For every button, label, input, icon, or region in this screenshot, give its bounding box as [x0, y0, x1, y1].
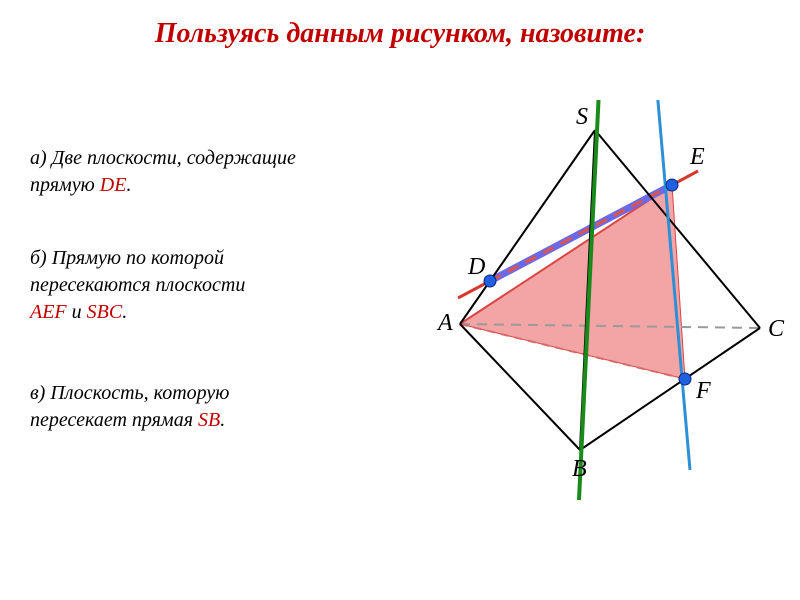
diagram-svg: A B C S D E F: [410, 100, 790, 500]
prompt-b-line2: пересекаются плоскости: [30, 272, 390, 299]
vertex-label-F: F: [695, 378, 711, 404]
prompt-c-accent: SB: [198, 409, 220, 431]
prompt-a: а) Две плоскости, содержащие прямую DE.: [30, 145, 390, 199]
prompt-a-accent: DE: [100, 174, 127, 196]
prompt-b-line3: AEF и SBC.: [30, 299, 390, 326]
prompt-b-accent1: AEF: [30, 301, 67, 323]
prompt-b-suffix: .: [122, 301, 127, 323]
page-title: Пользуясь данным рисунком, назовите:: [0, 18, 800, 50]
vertex-label-C: C: [768, 316, 785, 342]
prompt-c: в) Плоскость, которую пересекает прямая …: [30, 380, 390, 434]
prompt-c-line1: в) Плоскость, которую: [30, 380, 390, 407]
prompt-a-line2: прямую DE.: [30, 172, 390, 199]
prompt-c-line2: пересекает прямая SB.: [30, 407, 390, 434]
page: Пользуясь данным рисунком, назовите: а) …: [0, 0, 800, 600]
prompt-b-accent2: SBC: [87, 301, 123, 323]
vertex-label-D: D: [467, 254, 485, 280]
prompt-a-suffix: .: [126, 174, 131, 196]
vertex-label-S: S: [576, 104, 588, 130]
vertex-label-E: E: [689, 144, 705, 170]
prompt-c-suffix: .: [220, 409, 225, 431]
prompt-b-mid: и: [67, 301, 87, 323]
prompt-a-line1: а) Две плоскости, содержащие: [30, 145, 390, 172]
vertex-label-A: A: [436, 310, 453, 336]
prompt-c-line2-pre: пересекает прямая: [30, 409, 198, 431]
geometry-diagram: A B C S D E F: [410, 100, 790, 500]
prompt-b: б) Прямую по которой пересекаются плоско…: [30, 245, 390, 326]
prompt-a-line2-pre: прямую: [30, 174, 100, 196]
vertex-label-B: B: [572, 456, 587, 482]
prompt-b-line1: б) Прямую по которой: [30, 245, 390, 272]
